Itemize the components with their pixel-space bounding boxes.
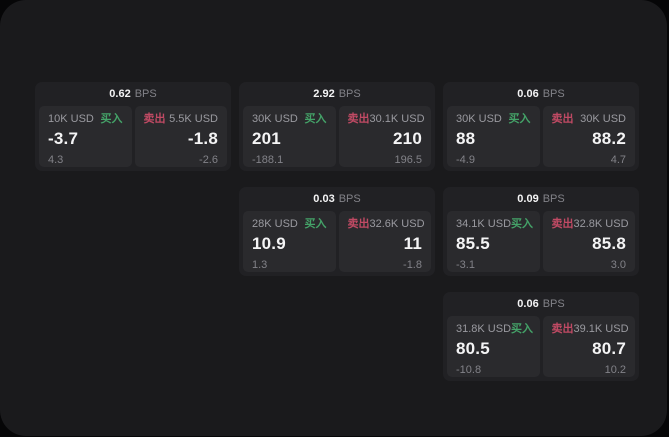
bps-value: 0.62 — [109, 88, 131, 100]
buy-panel[interactable]: 30K USD 买入 201 -188.1 — [243, 106, 336, 167]
card-header: 0.09 BPS — [447, 187, 635, 211]
sell-button[interactable]: 卖出 — [347, 113, 370, 125]
card-header: 0.06 BPS — [447, 82, 635, 106]
bps-unit-label: BPS — [542, 88, 565, 100]
card-header: 0.62 BPS — [39, 82, 227, 106]
sell-amount: 32.6K USD — [369, 218, 425, 230]
sell-change: -2.6 — [199, 154, 218, 166]
card-body: 31.8K USD 买入 80.5 -10.8 卖出 39.1K USD 80.… — [447, 316, 635, 377]
bps-value: 0.09 — [517, 193, 539, 205]
sell-change: 196.5 — [394, 154, 422, 166]
buy-amount: 31.8K USD — [456, 323, 512, 335]
sell-change: 10.2 — [604, 364, 626, 376]
buy-amount: 30K USD — [252, 113, 298, 125]
card-body: 10K USD 买入 -3.7 4.3 卖出 5.5K USD -1.8 -2.… — [39, 106, 227, 167]
buy-change: -188.1 — [252, 154, 284, 166]
quote-card: 0.03 BPS 28K USD 买入 10.9 1.3 卖出 32.6K US… — [239, 187, 435, 276]
sell-price: 210 — [393, 129, 422, 148]
buy-price: -3.7 — [48, 129, 79, 148]
sell-panel[interactable]: 卖出 32.6K USD 11 -1.8 — [338, 211, 431, 272]
buy-panel[interactable]: 28K USD 买入 10.9 1.3 — [243, 211, 336, 272]
bps-unit-label: BPS — [134, 88, 157, 100]
sell-panel[interactable]: 卖出 30K USD 88.2 4.7 — [542, 106, 635, 167]
sell-panel[interactable]: 卖出 30.1K USD 210 196.5 — [338, 106, 431, 167]
sell-price: 11 — [403, 234, 422, 253]
buy-amount: 28K USD — [252, 218, 298, 230]
buy-panel[interactable]: 10K USD 买入 -3.7 4.3 — [39, 106, 132, 167]
sell-button[interactable]: 卖出 — [551, 218, 574, 230]
sell-amount: 39.1K USD — [573, 323, 629, 335]
sell-amount: 5.5K USD — [169, 113, 218, 125]
bps-unit-label: BPS — [338, 88, 361, 100]
sell-change: -1.8 — [403, 259, 422, 271]
sell-button[interactable]: 卖出 — [143, 113, 166, 125]
buy-price: 10.9 — [252, 234, 286, 253]
card-body: 28K USD 买入 10.9 1.3 卖出 32.6K USD 11 -1.8 — [243, 211, 431, 272]
buy-amount: 34.1K USD — [456, 218, 512, 230]
sell-amount: 30K USD — [580, 113, 626, 125]
buy-change: 1.3 — [252, 259, 268, 271]
buy-button[interactable]: 买入 — [508, 113, 531, 125]
bps-value: 0.06 — [517, 298, 539, 310]
sell-button[interactable]: 卖出 — [551, 323, 574, 335]
sell-price: 88.2 — [592, 129, 626, 148]
quote-grid: 0.62 BPS 10K USD 买入 -3.7 4.3 卖出 5.5K USD — [35, 82, 639, 381]
buy-button[interactable]: 买入 — [511, 323, 534, 335]
sell-change: 3.0 — [610, 259, 626, 271]
buy-panel[interactable]: 30K USD 买入 88 -4.9 — [447, 106, 540, 167]
bps-value: 2.92 — [313, 88, 335, 100]
buy-button[interactable]: 买入 — [304, 113, 327, 125]
sell-amount: 32.8K USD — [573, 218, 629, 230]
buy-price: 88 — [456, 129, 476, 148]
sell-change: 4.7 — [610, 154, 626, 166]
card-body: 30K USD 买入 201 -188.1 卖出 30.1K USD 210 1… — [243, 106, 431, 167]
quote-card: 2.92 BPS 30K USD 买入 201 -188.1 卖出 30.1K … — [239, 82, 435, 171]
buy-price: 201 — [252, 129, 281, 148]
card-header: 2.92 BPS — [243, 82, 431, 106]
sell-panel[interactable]: 卖出 32.8K USD 85.8 3.0 — [542, 211, 635, 272]
bps-value: 0.06 — [517, 88, 539, 100]
sell-panel[interactable]: 卖出 39.1K USD 80.7 10.2 — [542, 316, 635, 377]
buy-change: -10.8 — [456, 364, 482, 376]
quote-card: 0.62 BPS 10K USD 买入 -3.7 4.3 卖出 5.5K USD — [35, 82, 231, 171]
buy-panel[interactable]: 31.8K USD 买入 80.5 -10.8 — [447, 316, 540, 377]
bps-value: 0.03 — [313, 193, 335, 205]
sell-price: 85.8 — [592, 234, 626, 253]
bps-unit-label: BPS — [542, 298, 565, 310]
quote-card: 0.06 BPS 31.8K USD 买入 80.5 -10.8 卖出 39.1… — [443, 292, 639, 381]
buy-price: 85.5 — [456, 234, 490, 253]
buy-change: 4.3 — [48, 154, 64, 166]
sell-price: 80.7 — [592, 339, 626, 358]
buy-amount: 30K USD — [456, 113, 502, 125]
buy-amount: 10K USD — [48, 113, 94, 125]
bps-unit-label: BPS — [338, 193, 361, 205]
sell-button[interactable]: 卖出 — [347, 218, 370, 230]
buy-button[interactable]: 买入 — [100, 113, 123, 125]
sell-button[interactable]: 卖出 — [551, 113, 574, 125]
buy-change: -4.9 — [456, 154, 475, 166]
quote-card: 0.09 BPS 34.1K USD 买入 85.5 -3.1 卖出 32.8K… — [443, 187, 639, 276]
bps-unit-label: BPS — [542, 193, 565, 205]
card-header: 0.06 BPS — [447, 292, 635, 316]
sell-price: -1.8 — [187, 129, 218, 148]
sell-amount: 30.1K USD — [369, 113, 425, 125]
buy-price: 80.5 — [456, 339, 490, 358]
quote-card: 0.06 BPS 30K USD 买入 88 -4.9 卖出 30K USD — [443, 82, 639, 171]
sell-panel[interactable]: 卖出 5.5K USD -1.8 -2.6 — [134, 106, 227, 167]
buy-button[interactable]: 买入 — [511, 218, 534, 230]
buy-change: -3.1 — [456, 259, 475, 271]
card-body: 30K USD 买入 88 -4.9 卖出 30K USD 88.2 4.7 — [447, 106, 635, 167]
card-header: 0.03 BPS — [243, 187, 431, 211]
buy-panel[interactable]: 34.1K USD 买入 85.5 -3.1 — [447, 211, 540, 272]
buy-button[interactable]: 买入 — [304, 218, 327, 230]
card-body: 34.1K USD 买入 85.5 -3.1 卖出 32.8K USD 85.8… — [447, 211, 635, 272]
